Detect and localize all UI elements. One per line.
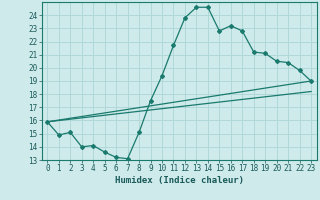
X-axis label: Humidex (Indice chaleur): Humidex (Indice chaleur) xyxy=(115,176,244,185)
